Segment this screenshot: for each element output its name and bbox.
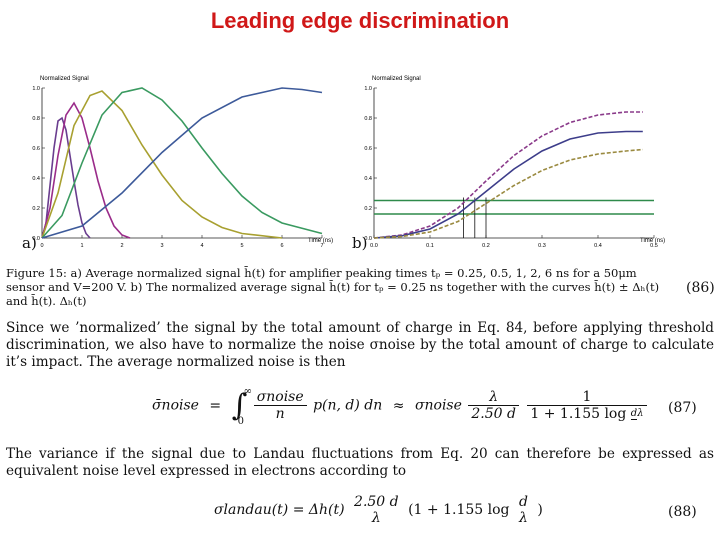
- x-tick-label: 0.0: [370, 243, 378, 249]
- equation-87: σ̄noise = ∫ ∞ 0 σnoise n p(n, d) dn ≈ σnois…: [152, 386, 649, 427]
- series-line: [41, 87, 323, 239]
- series-line: [373, 148, 643, 239]
- eq87-den2: 2.50 d: [471, 406, 516, 422]
- eq88-number: (88): [668, 504, 697, 520]
- eq88-mid: (1 + 1.155 log: [408, 502, 510, 518]
- paragraph-1: Since we ’normalized’ the signal by the …: [6, 320, 714, 370]
- eq88-lhs: σlandau(t) = Δh(t): [214, 502, 345, 518]
- x-tick-label: 0.4: [594, 243, 602, 249]
- eq88-d: d: [518, 494, 528, 510]
- x-tick-label: 4: [200, 243, 203, 249]
- y-axis-label: Normalized Signal: [40, 76, 89, 82]
- x-tick-label: 7: [320, 243, 323, 249]
- y-tick-label: 0.2: [364, 206, 372, 212]
- eq87-num: σnoise: [253, 389, 307, 406]
- x-tick-label: 5: [240, 243, 243, 249]
- y-tick-label: 0.2: [32, 206, 40, 212]
- series-line: [373, 130, 643, 239]
- eq87-approx: σnoise: [414, 397, 462, 414]
- eq87-lambda: λ: [468, 389, 519, 406]
- y-tick-label: 0.6: [364, 146, 372, 152]
- y-tick-label: 1.0: [364, 86, 372, 92]
- y-tick-label: 0.0: [32, 236, 40, 242]
- figure-caption: Figure 15: a) Average normalized signal …: [6, 266, 660, 308]
- eq88-den: λ: [371, 510, 381, 526]
- eq87-l: λ: [637, 408, 644, 419]
- series-line: [373, 111, 643, 239]
- x-tick-label: 1: [80, 243, 83, 249]
- eq87-den: n: [275, 406, 285, 422]
- x-tick-label: 2: [120, 243, 123, 249]
- x-tick-label: 0.2: [482, 243, 490, 249]
- integral-sign: ∫ ∞ 0: [231, 386, 252, 427]
- series-line: [41, 87, 323, 239]
- eq87-number: (87): [668, 400, 697, 416]
- panel-b-label: b): [352, 234, 368, 252]
- eq87-small-frac: dλ: [630, 406, 644, 422]
- chart-a: Normalized Signal Time (ns) 0.0 0.2 0.4 0.6 0.…: [32, 76, 333, 249]
- integral-lower: 0: [237, 416, 244, 427]
- paragraph-2: The variance if the signal due to Landau…: [6, 446, 714, 479]
- eq87-fraction-2: λ 2.50 d: [468, 389, 519, 422]
- eq87-den3: 1 + 1.155 log: [530, 406, 627, 422]
- eq87-den3-wrap: 1 + 1.155 log dλ: [527, 406, 646, 422]
- eq88-num: 2.50 d: [354, 494, 399, 510]
- eq87-one: 1: [527, 389, 647, 406]
- y-tick-label: 0.0: [364, 236, 372, 242]
- y-tick-label: 0.8: [364, 116, 372, 122]
- integral-upper: ∞: [243, 386, 252, 397]
- x-tick-label: 0.1: [426, 243, 434, 249]
- x-axis-label: Time (ns): [308, 238, 333, 244]
- chart-b: Normalized Signal Time (ns) 0.0 0.2 0.4 0.6 0.…: [364, 76, 665, 249]
- y-tick-label: 0.6: [32, 146, 40, 152]
- y-axis-label: Normalized Signal: [372, 76, 421, 82]
- caption-eq-number: (86): [686, 280, 715, 296]
- series-line: [41, 116, 91, 239]
- series-line: [41, 101, 131, 239]
- eq87-rest: p(n, d) dn: [313, 397, 383, 414]
- y-tick-label: 0.4: [32, 176, 40, 182]
- x-tick-label: 0: [40, 243, 43, 249]
- eq88-close: ): [537, 502, 543, 518]
- y-tick-label: 0.8: [32, 116, 40, 122]
- eq87-fraction-1: σnoise n: [253, 389, 307, 422]
- x-tick-label: 0.3: [538, 243, 546, 249]
- slide-title: Leading edge discrimination: [210, 8, 510, 33]
- eq88-l: λ: [519, 510, 528, 526]
- x-tick-label: 6: [280, 243, 283, 249]
- panel-a-label: a): [22, 234, 37, 252]
- y-tick-label: 1.0: [32, 86, 40, 92]
- x-tick-label: 3: [160, 243, 163, 249]
- x-tick-label: 0.5: [650, 243, 658, 249]
- series-line: [41, 90, 283, 239]
- eq87-lhs: σ̄noise: [152, 397, 199, 414]
- y-tick-label: 0.4: [364, 176, 372, 182]
- x-axis-label: Time (ns): [640, 238, 665, 244]
- eq87-d: d: [630, 408, 638, 420]
